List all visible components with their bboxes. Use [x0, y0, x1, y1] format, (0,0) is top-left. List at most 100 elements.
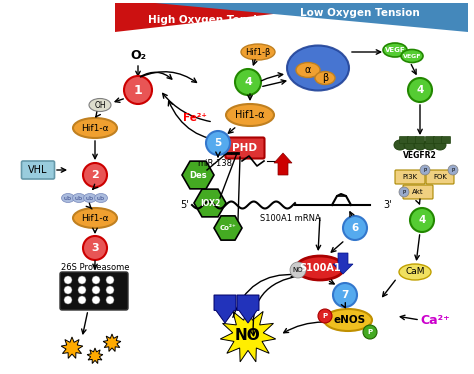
- Circle shape: [399, 187, 409, 197]
- Text: α: α: [305, 65, 311, 75]
- Text: P: P: [423, 168, 427, 172]
- Text: Akt: Akt: [412, 189, 424, 195]
- Text: 4: 4: [244, 77, 252, 87]
- FancyBboxPatch shape: [426, 137, 435, 144]
- Ellipse shape: [287, 46, 349, 91]
- Ellipse shape: [73, 193, 85, 202]
- Text: 2: 2: [91, 170, 99, 180]
- Text: P: P: [451, 168, 455, 172]
- Ellipse shape: [394, 140, 406, 150]
- Text: VHL: VHL: [28, 165, 48, 175]
- Circle shape: [78, 296, 86, 304]
- Polygon shape: [220, 307, 276, 362]
- Text: Hif1-α: Hif1-α: [81, 123, 109, 132]
- FancyBboxPatch shape: [426, 170, 454, 184]
- Polygon shape: [115, 3, 370, 32]
- Circle shape: [290, 262, 306, 278]
- Ellipse shape: [401, 49, 423, 62]
- Ellipse shape: [73, 118, 117, 138]
- Text: 3: 3: [91, 243, 99, 253]
- Text: NO: NO: [235, 328, 261, 343]
- Text: P: P: [322, 313, 328, 319]
- Circle shape: [448, 165, 458, 175]
- Text: VEGF: VEGF: [403, 53, 421, 58]
- Circle shape: [235, 69, 261, 95]
- Circle shape: [78, 286, 86, 294]
- Ellipse shape: [404, 140, 416, 150]
- Text: VEGF: VEGF: [385, 47, 405, 53]
- Polygon shape: [333, 253, 353, 274]
- Ellipse shape: [315, 71, 335, 85]
- Text: Des: Des: [189, 171, 207, 180]
- Text: PHD: PHD: [233, 143, 257, 153]
- Circle shape: [92, 276, 100, 284]
- Text: ub: ub: [86, 196, 94, 200]
- Text: ub: ub: [75, 196, 83, 200]
- Text: High Oxygen Tension: High Oxygen Tension: [148, 15, 272, 25]
- Text: PI3K: PI3K: [402, 174, 418, 180]
- Ellipse shape: [434, 140, 446, 150]
- Text: β: β: [322, 73, 328, 83]
- Text: 26S Proteasome: 26S Proteasome: [61, 264, 129, 273]
- FancyBboxPatch shape: [441, 137, 450, 144]
- Text: IOX2: IOX2: [200, 199, 220, 208]
- Ellipse shape: [324, 309, 372, 331]
- Text: Ca²⁺: Ca²⁺: [420, 313, 450, 327]
- Circle shape: [206, 131, 230, 155]
- Text: 4: 4: [416, 85, 424, 95]
- Circle shape: [124, 76, 152, 104]
- Text: Fe²⁺: Fe²⁺: [183, 113, 207, 123]
- Circle shape: [92, 296, 100, 304]
- Polygon shape: [274, 153, 292, 175]
- Polygon shape: [214, 216, 242, 240]
- Circle shape: [318, 309, 332, 323]
- Circle shape: [343, 216, 367, 240]
- Text: FOK: FOK: [433, 174, 447, 180]
- Polygon shape: [103, 334, 121, 352]
- Circle shape: [64, 276, 72, 284]
- Text: 3': 3': [383, 200, 392, 210]
- Text: Hif1-β: Hif1-β: [246, 47, 271, 56]
- Polygon shape: [61, 337, 83, 358]
- FancyBboxPatch shape: [400, 137, 409, 144]
- Text: 5': 5': [181, 200, 190, 210]
- Text: ub: ub: [64, 196, 72, 200]
- Ellipse shape: [424, 140, 436, 150]
- Text: NO: NO: [292, 267, 303, 273]
- Text: P: P: [367, 329, 373, 335]
- FancyBboxPatch shape: [408, 137, 417, 144]
- Text: ub: ub: [97, 196, 105, 200]
- Text: Low Oxygen Tension: Low Oxygen Tension: [300, 8, 420, 18]
- Circle shape: [64, 286, 72, 294]
- Polygon shape: [237, 295, 259, 323]
- Text: Hif1-α: Hif1-α: [235, 110, 265, 120]
- Ellipse shape: [83, 193, 97, 202]
- Text: miR-138: miR-138: [198, 159, 233, 168]
- Circle shape: [410, 208, 434, 232]
- Circle shape: [106, 296, 114, 304]
- FancyBboxPatch shape: [395, 170, 425, 184]
- Text: eNOS: eNOS: [334, 315, 366, 325]
- Text: 5: 5: [214, 138, 222, 148]
- Polygon shape: [155, 3, 468, 32]
- Text: O₂: O₂: [130, 49, 146, 61]
- FancyBboxPatch shape: [416, 137, 425, 144]
- Circle shape: [363, 325, 377, 339]
- Ellipse shape: [383, 43, 407, 57]
- Polygon shape: [214, 295, 236, 323]
- Ellipse shape: [241, 44, 275, 60]
- Polygon shape: [182, 161, 214, 189]
- Text: Co²⁺: Co²⁺: [219, 225, 237, 231]
- Circle shape: [64, 296, 72, 304]
- FancyBboxPatch shape: [226, 138, 264, 159]
- FancyBboxPatch shape: [403, 185, 433, 199]
- Ellipse shape: [399, 264, 431, 280]
- Ellipse shape: [414, 140, 426, 150]
- Text: S100A1: S100A1: [299, 263, 341, 273]
- Circle shape: [420, 165, 430, 175]
- Text: 4: 4: [419, 215, 426, 225]
- Circle shape: [83, 163, 107, 187]
- Text: 1: 1: [134, 83, 142, 96]
- Text: CaM: CaM: [405, 267, 425, 276]
- Polygon shape: [87, 348, 103, 364]
